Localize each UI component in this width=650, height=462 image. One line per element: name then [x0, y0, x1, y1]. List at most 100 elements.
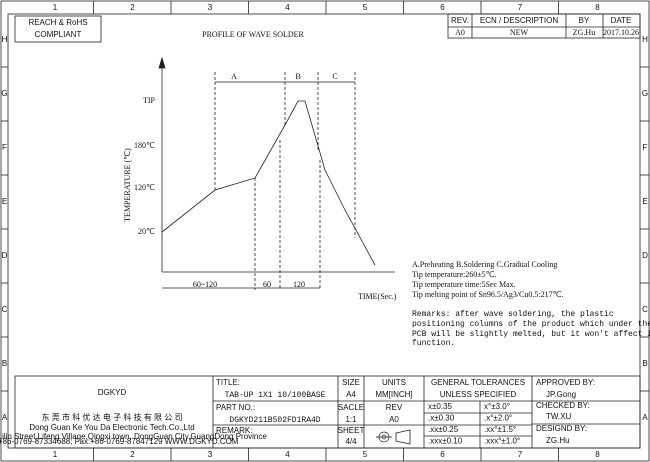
tolerance: .xx°±1.5° [484, 425, 516, 434]
label: SHEET [338, 426, 365, 435]
x-title: TIME(Sec.) [358, 292, 397, 301]
tolerance: x°±3.0° [484, 402, 510, 411]
y-label: 180℃ [134, 141, 155, 150]
label: CHECKED BY: [536, 401, 590, 410]
row-label: A [2, 413, 8, 422]
remark: function. [412, 339, 455, 348]
compliance-box [14, 15, 102, 43]
rev-header: BY [579, 16, 590, 25]
zone-label: A [231, 72, 237, 81]
value: JP.Gong [546, 390, 576, 399]
label: TITLE: [216, 378, 240, 387]
tolerance: .x°±2.0° [484, 414, 512, 423]
value: 4/4 [345, 437, 357, 446]
row-label: B [642, 359, 647, 368]
row-label: H [2, 35, 8, 44]
column-label: 2 [130, 3, 135, 12]
value: A4 [346, 390, 356, 399]
label: GENERAL TOLERANCES [431, 378, 525, 387]
remark: PCB will be slightly melted, but it won'… [412, 330, 650, 339]
label: DESIGND BY: [536, 424, 587, 433]
row-label: E [642, 197, 647, 206]
tolerance: .xxx°±1.0° [484, 437, 520, 446]
value: 1:1 [345, 415, 357, 424]
column-label: 1 [53, 450, 58, 459]
y-title: TEMPERATURE (℃) [123, 148, 132, 222]
address: Tel:+86-0769-87334688; Fax:+86-0769-8784… [0, 437, 239, 446]
column-label: 2 [130, 450, 135, 459]
logo: DGKYD [98, 388, 127, 397]
column-label: 5 [363, 450, 368, 459]
label: UNITS [382, 378, 406, 387]
rev-header: ECN / DESCRIPTION [480, 16, 558, 25]
title-block: DGKYD 东 莞 市 科 优 达 电 子 科 技 有 限 公 司 Dong G… [0, 375, 641, 449]
rev-cell: ZG.Hu [573, 28, 595, 37]
company-cn: 东 莞 市 科 优 达 电 子 科 技 有 限 公 司 [42, 412, 183, 422]
rev-cell: 2017.10.26 [603, 28, 639, 37]
row-label: D [2, 251, 8, 260]
projection-symbol [376, 429, 411, 445]
note: Tip melting point of Sn96.5/Ag3/Cu0.5:21… [412, 290, 564, 299]
row-label: F [2, 143, 7, 152]
compliance: REACH & RoHS [28, 18, 87, 27]
label: REMARK: [216, 426, 252, 435]
duration: 60~120 [193, 280, 217, 289]
revision-table: REV. ECN / DESCRIPTION BY DATE A0 NEW ZG… [447, 13, 641, 39]
value: TAB-UP 1X1 10/100BASE [225, 391, 326, 400]
rev-cell: NEW [510, 28, 529, 37]
zone-label: B [295, 72, 300, 81]
rev-header: REV. [451, 16, 469, 25]
drawing-title: PROFILE OF WAVE SOLDER [202, 30, 304, 39]
y-label: 20℃ [138, 227, 155, 236]
duration: 60 [263, 280, 271, 289]
note: Tip temperature time:5Sec Max. [412, 280, 516, 289]
label: SACLE [338, 403, 364, 412]
label: UNLESS SPECIFIED [440, 390, 517, 399]
row-label: B [2, 359, 7, 368]
column-label: 7 [518, 3, 523, 12]
label: REV [386, 403, 403, 412]
row-label: E [2, 197, 7, 206]
column-label: 6 [440, 3, 445, 12]
column-label: 6 [440, 450, 445, 459]
label: PART NO.: [216, 403, 255, 412]
note: A.Preheating B.Soldering C.Gradual Cooli… [412, 260, 557, 269]
row-label: A [642, 413, 648, 422]
column-label: 1 [53, 3, 58, 12]
column-label: 3 [208, 3, 213, 12]
value: DGKYD211B502FD1RA4D [229, 416, 320, 425]
column-label: 8 [595, 450, 600, 459]
tolerance: .xxx±0.10 [428, 437, 463, 446]
label: SIZE [342, 378, 360, 387]
address: ADD: No.1 Lilin Street,Lifeng Village,Qi… [0, 432, 267, 441]
company-en: Dong Guan Ke You Da Electronic Tech.Co.,… [29, 423, 194, 432]
remark: Remarks: after wave soldering, the plast… [412, 310, 614, 319]
column-label: 5 [363, 3, 368, 12]
row-label: D [642, 251, 648, 260]
rev-header: DATE [611, 16, 632, 25]
column-label: 3 [208, 450, 213, 459]
duration: 120 [293, 280, 305, 289]
column-label: 4 [285, 450, 290, 459]
remark: positioning columns of the product which… [412, 320, 650, 329]
label: APPROVED BY: [536, 378, 595, 387]
row-label: F [643, 143, 648, 152]
rev-cell: A0 [455, 28, 465, 37]
column-label: 8 [595, 3, 600, 12]
tolerance: .xx±0.25 [428, 425, 459, 434]
column-label: 7 [518, 450, 523, 459]
note: Tip temperature:260±5℃. [412, 270, 497, 279]
y-label: 120℃ [134, 183, 155, 192]
row-label: G [642, 89, 648, 98]
tolerance: x±0.35 [428, 402, 453, 411]
value: A0 [389, 415, 399, 424]
row-label: C [642, 305, 648, 314]
row-label: G [1, 89, 7, 98]
value: MM[INCH] [375, 390, 412, 399]
row-label: H [642, 35, 648, 44]
value: TW.XU [546, 412, 572, 421]
zone-label: C [332, 72, 337, 81]
row-label: C [2, 305, 8, 314]
